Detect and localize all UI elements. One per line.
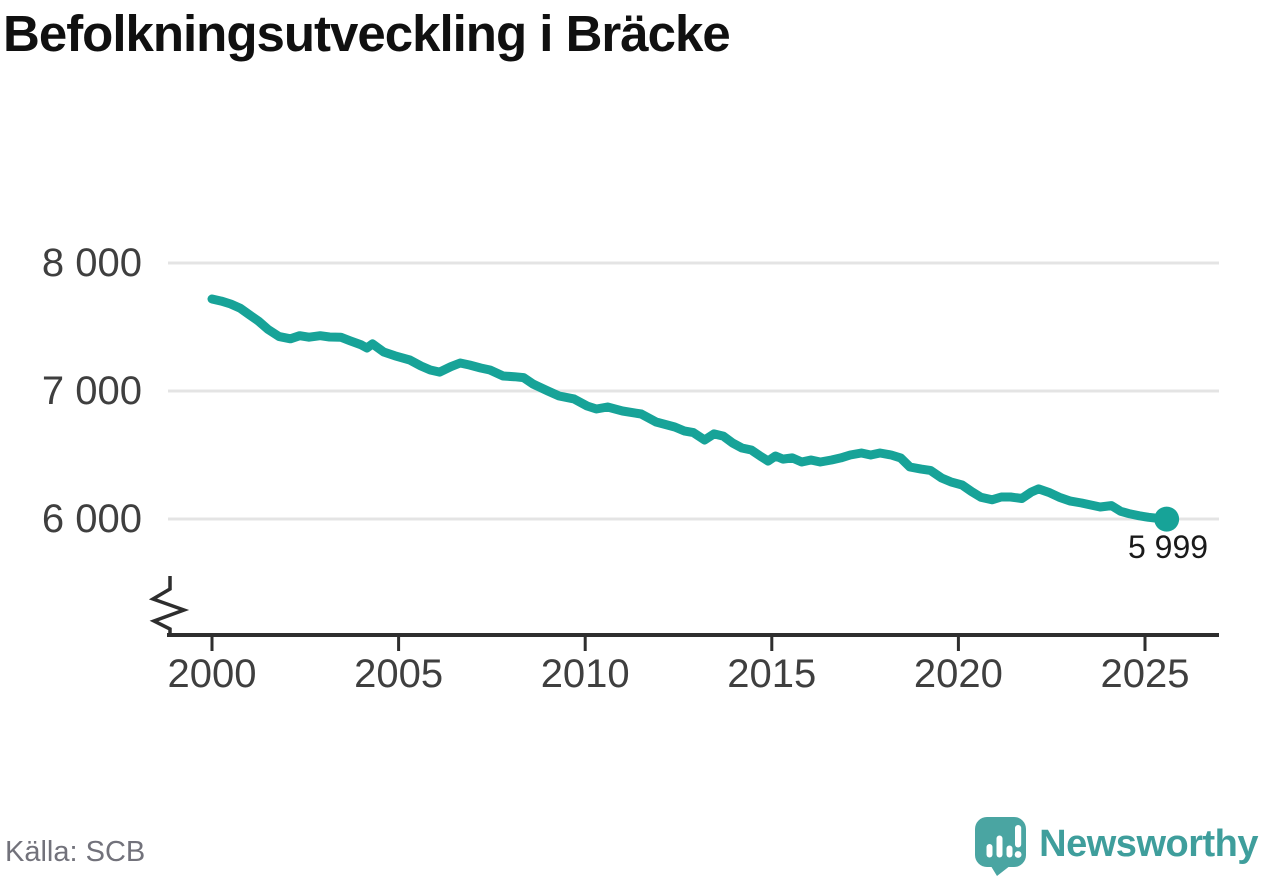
y-axis-label: 6 000 [41, 497, 142, 541]
end-value-label: 5 999 [1127, 529, 1209, 565]
x-axis-label: 2015 [727, 652, 817, 696]
y-axis-label: 7 000 [41, 369, 142, 413]
population-line [207, 294, 1172, 524]
x-axis-label: 2020 [913, 652, 1003, 696]
y-axis-label: 8 000 [41, 241, 142, 285]
x-axis-label: 2000 [167, 652, 257, 696]
y-axis-break-icon [148, 576, 190, 635]
newsworthy-logo-icon [975, 817, 1027, 876]
end-point-marker [1154, 506, 1180, 532]
x-axis-label: 2010 [540, 652, 630, 696]
newsworthy-wordmark: Newsworthy [1039, 823, 1258, 865]
chart-title: Befolkningsutveckling i Bräcke [3, 5, 731, 62]
newsworthy-logo: Newsworthy [975, 816, 1258, 878]
source-note: Källa: SCB [5, 836, 146, 868]
x-axis-label: 2005 [354, 652, 444, 696]
x-axis-label: 2025 [1100, 652, 1190, 696]
